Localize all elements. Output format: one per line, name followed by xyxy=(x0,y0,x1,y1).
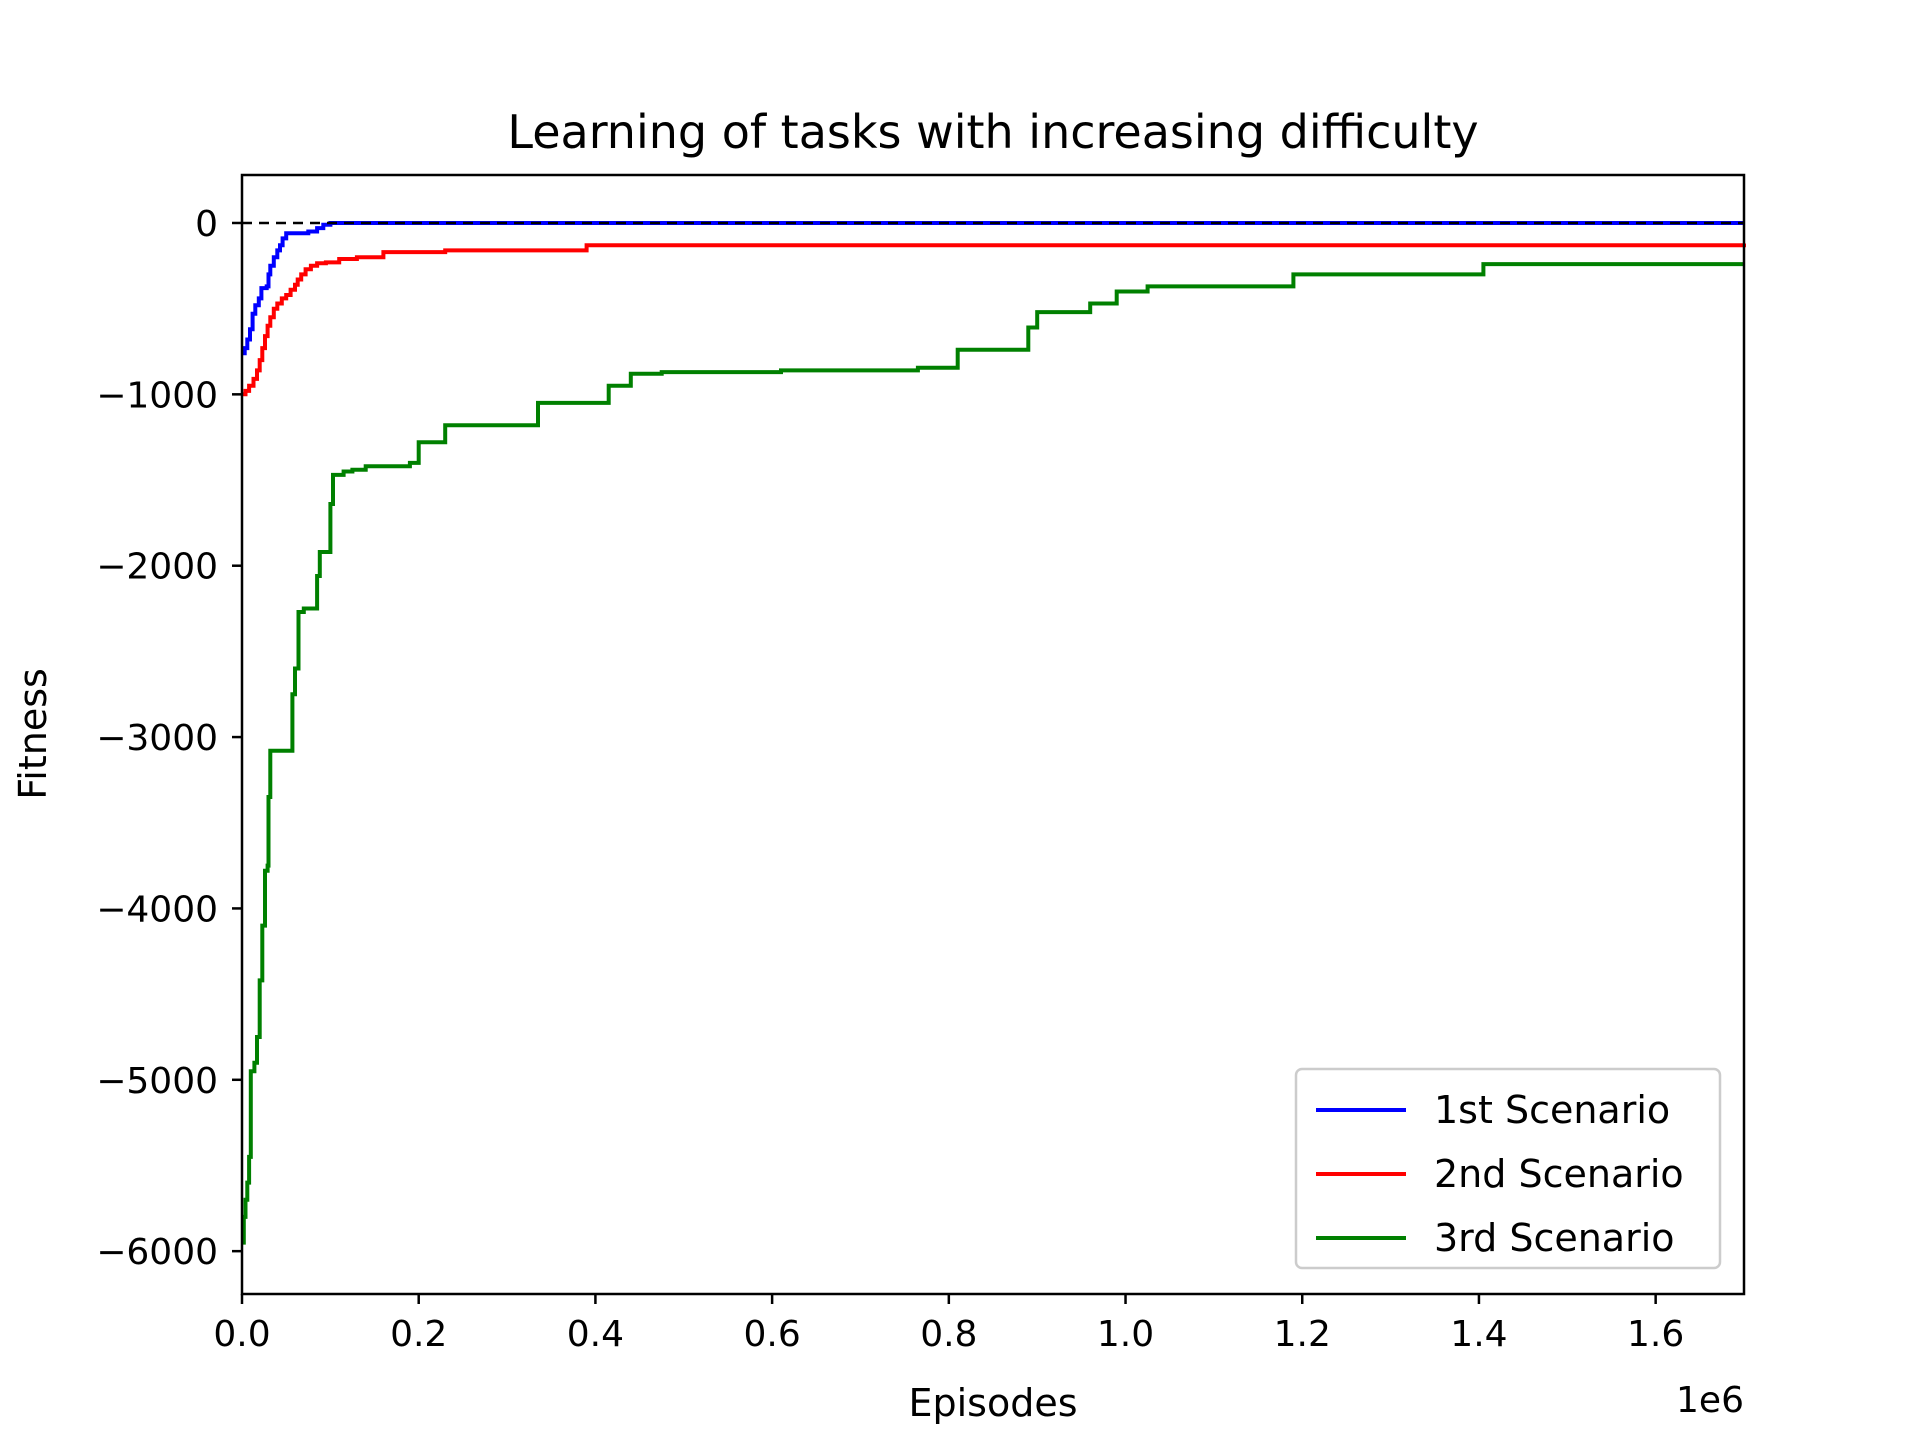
series-line-1 xyxy=(242,221,1744,356)
y-tick-label: 0 xyxy=(195,204,218,245)
series-line-2 xyxy=(242,243,1746,397)
legend: 1st Scenario 2nd Scenario 3rd Scenario xyxy=(1294,1067,1722,1270)
y-tick-label: −3000 xyxy=(96,718,218,759)
x-axis-ticks: 0.0 0.2 0.4 0.6 0.8 1.0 1.2 1.4 1.6 xyxy=(213,1294,1684,1355)
legend-box xyxy=(1294,1067,1722,1270)
x-tick-label: 0.6 xyxy=(743,1314,800,1355)
y-axis-ticks: 0 −1000 −2000 −3000 −4000 −5000 −6000 xyxy=(96,204,242,1273)
plot-frame xyxy=(240,173,1746,1296)
x-tick-label: 1.2 xyxy=(1274,1314,1331,1355)
x-tick-label: 0.8 xyxy=(920,1314,977,1355)
y-tick-label: −4000 xyxy=(96,889,218,930)
y-tick-label: −6000 xyxy=(96,1232,218,1273)
x-tick-label: 1.4 xyxy=(1450,1314,1507,1355)
legend-label-3: 3rd Scenario xyxy=(1434,1216,1675,1260)
legend-label-2: 2nd Scenario xyxy=(1434,1152,1684,1196)
chart-title: Learning of tasks with increasing diffic… xyxy=(507,105,1478,159)
y-tick-label: −5000 xyxy=(96,1061,218,1102)
x-tick-label: 0.2 xyxy=(390,1314,447,1355)
x-tick-label: 0.4 xyxy=(567,1314,624,1355)
x-axis-label: Episodes xyxy=(908,1381,1077,1425)
y-tick-label: −1000 xyxy=(96,375,218,416)
legend-label-1: 1st Scenario xyxy=(1434,1088,1670,1132)
series-layer xyxy=(241,221,1746,1245)
x-axis-offset-label: 1e6 xyxy=(1676,1380,1744,1421)
x-tick-label: 1.6 xyxy=(1627,1314,1684,1355)
y-tick-label: −2000 xyxy=(96,547,218,588)
y-axis-label: Fitness xyxy=(11,668,55,800)
series-line-3 xyxy=(241,262,1744,1245)
x-tick-label: 0.0 xyxy=(213,1314,270,1355)
x-tick-label: 1.0 xyxy=(1097,1314,1154,1355)
legend-items: 1st Scenario 2nd Scenario 3rd Scenario xyxy=(1316,1088,1684,1260)
